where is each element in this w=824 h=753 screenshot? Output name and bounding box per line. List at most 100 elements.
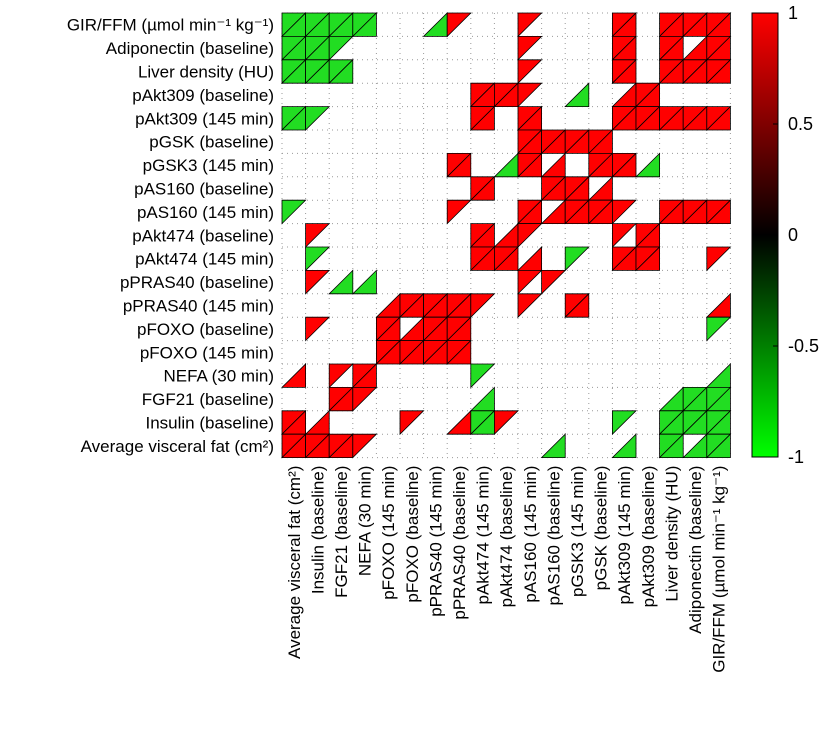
cell-lower-triangle [517, 152, 542, 178]
cell-lower-triangle [682, 433, 708, 459]
column-label: GIR/FFM (µmol min⁻¹ kg⁻¹) [710, 466, 729, 673]
column-label: pGSK (baseline) [592, 466, 611, 591]
row-label: Insulin (baseline) [145, 414, 274, 433]
column-label: NEFA (30 min) [356, 466, 375, 577]
cell-upper-triangle [399, 410, 425, 436]
cell-upper-triangle [612, 199, 637, 225]
row-label: NEFA (30 min) [163, 367, 274, 386]
cell-upper-triangle [706, 316, 732, 342]
cell-upper-triangle [517, 82, 543, 108]
row-label: pAS160 (baseline) [134, 180, 274, 199]
colorbar-tick-label: -0.5 [788, 336, 819, 356]
column-label: pAS160 (145 min) [521, 466, 540, 603]
cell-lower-triangle [658, 386, 684, 412]
colorbar-tick-label: 1 [788, 3, 798, 23]
column-label: pGSK3 (145 min) [568, 466, 587, 597]
column-label: Insulin (baseline) [308, 466, 327, 595]
cell-upper-triangle [305, 246, 331, 272]
row-label: pAkt474 (baseline) [132, 226, 274, 245]
row-label: Adiponectin (baseline) [106, 39, 274, 58]
cell-lower-triangle [493, 246, 519, 271]
cell-upper-triangle [612, 410, 637, 436]
column-label: pAS160 (baseline) [544, 466, 563, 606]
cell-lower-triangle [328, 269, 354, 295]
cell-lower-triangle [351, 12, 377, 37]
cell-lower-triangle [705, 433, 731, 459]
cell-upper-triangle [470, 363, 496, 389]
cell-upper-triangle [305, 316, 331, 342]
cell-lower-triangle [705, 363, 731, 388]
cell-upper-triangle [706, 246, 732, 272]
colorbar-tick-label: 0.5 [788, 114, 813, 134]
cell-lower-triangle [611, 82, 637, 107]
cell-lower-triangle [446, 152, 472, 178]
column-label: Adiponectin (baseline) [686, 466, 705, 634]
cell-lower-triangle [564, 82, 590, 107]
cell-upper-triangle [517, 36, 543, 61]
cell-lower-triangle [658, 433, 684, 459]
cell-lower-triangle [611, 433, 637, 459]
cell-lower-triangle [328, 58, 354, 84]
cell-lower-triangle [587, 175, 613, 201]
row-label: pAkt309 (baseline) [132, 86, 274, 105]
cell-upper-triangle [564, 246, 590, 272]
cell-lower-triangle [493, 222, 519, 248]
cell-lower-triangle [422, 12, 448, 37]
cell-lower-triangle [540, 152, 566, 178]
heatmap-cells [281, 12, 732, 459]
cell-lower-triangle [611, 58, 637, 84]
cell-lower-triangle [446, 409, 472, 435]
column-label: pFOXO (145 min) [379, 466, 398, 600]
row-label: pPRAS40 (baseline) [120, 273, 274, 292]
column-label: pFOXO (baseline) [403, 466, 422, 603]
cell-lower-triangle [705, 292, 731, 318]
row-label: pPRAS40 (145 min) [123, 297, 274, 316]
cell-upper-triangle [517, 12, 543, 38]
row-label: pAkt309 (145 min) [135, 109, 274, 128]
column-label: pPRAS40 (145 min) [426, 466, 445, 617]
cell-lower-triangle [446, 339, 472, 365]
row-label: pFOXO (baseline) [137, 320, 274, 339]
cell-lower-triangle [399, 316, 425, 342]
cell-upper-triangle [517, 269, 543, 295]
cell-upper-triangle [305, 223, 331, 248]
cell-upper-triangle [517, 223, 543, 248]
row-label: pAS160 (145 min) [137, 203, 274, 222]
cell-lower-triangle [635, 246, 660, 271]
cell-upper-triangle [352, 433, 378, 459]
cell-upper-triangle [493, 410, 519, 436]
cell-upper-triangle [281, 199, 307, 225]
cell-lower-triangle [540, 199, 566, 225]
cell-lower-triangle [304, 409, 330, 435]
row-label: pGSK (baseline) [149, 133, 274, 152]
column-label: Liver density (HU) [662, 466, 681, 602]
colorbar-tick-label: -1 [788, 447, 804, 467]
row-label: pFOXO (145 min) [140, 343, 274, 362]
colorbar: 1 0.5 0 -0.5 -1 [751, 3, 819, 467]
cell-lower-triangle [375, 292, 401, 318]
row-labels: GIR/FFM (µmol min⁻¹ kg⁻¹) Adiponectin (ba… [67, 16, 274, 456]
column-label: pPRAS40 (baseline) [450, 466, 469, 620]
column-label: pAkt474 (baseline) [497, 466, 516, 608]
row-label: GIR/FFM (µmol min⁻¹ kg⁻¹) [67, 16, 274, 35]
row-label: FGF21 (baseline) [142, 390, 274, 409]
cell-upper-triangle [446, 199, 472, 225]
cell-lower-triangle [682, 35, 708, 61]
cell-lower-triangle [469, 386, 495, 412]
row-label: Liver density (HU) [138, 63, 274, 82]
column-label: pAkt309 (145 min) [615, 466, 634, 605]
cell-lower-triangle [635, 152, 660, 178]
colorbar-tick-label: 0 [788, 225, 798, 245]
cell-upper-triangle [328, 363, 354, 389]
cell-lower-triangle [705, 105, 731, 131]
cell-lower-triangle [469, 105, 495, 131]
column-label: Average visceral fat (cm²) [285, 466, 304, 659]
cell-lower-triangle [611, 152, 637, 178]
cell-lower-triangle [564, 292, 590, 318]
cell-lower-triangle [493, 152, 519, 178]
cell-lower-triangle [469, 175, 495, 201]
cell-upper-triangle [612, 223, 637, 248]
column-label: FGF21 (baseline) [332, 466, 351, 598]
cell-upper-triangle [352, 386, 378, 412]
